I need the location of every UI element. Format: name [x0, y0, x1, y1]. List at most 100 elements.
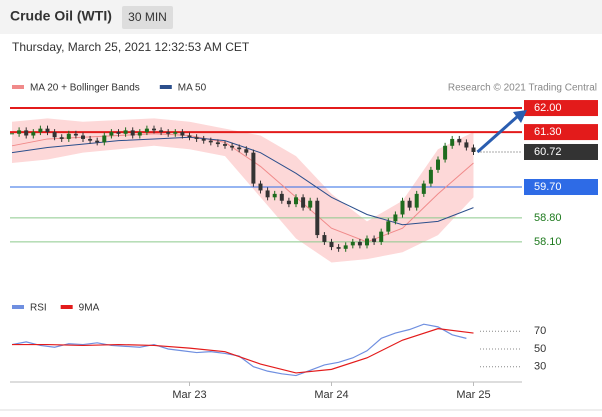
candle	[428, 169, 433, 184]
candle	[350, 241, 355, 246]
candle	[471, 147, 476, 152]
candle	[52, 132, 57, 138]
candle	[315, 200, 320, 236]
y-tick-label: 30	[534, 361, 546, 373]
candle	[102, 135, 107, 143]
candle	[386, 221, 391, 232]
level-label: 58.10	[534, 236, 562, 248]
candle	[88, 138, 93, 141]
candle	[187, 135, 192, 138]
candle	[109, 132, 114, 136]
candle	[365, 238, 369, 246]
candle	[180, 132, 185, 136]
candle	[45, 128, 50, 133]
candle	[400, 200, 405, 215]
legend-swatch	[159, 85, 172, 89]
candle	[81, 135, 85, 139]
candle	[301, 197, 306, 208]
candle	[336, 247, 341, 249]
level-box	[524, 100, 598, 117]
x-tick-label: Mar 24	[314, 389, 348, 401]
timeframe[interactable]: 30 MIN	[128, 10, 167, 24]
y-tick-label: 70	[534, 325, 546, 337]
candle	[421, 183, 426, 194]
title: Crude Oil (WTI)	[10, 8, 112, 24]
bollinger-band	[12, 118, 474, 263]
candle	[464, 142, 469, 148]
level-label: 61.30	[534, 126, 562, 138]
legend-label: MA 20 + Bollinger Bands	[30, 83, 140, 94]
legend-label: MA 50	[178, 83, 207, 94]
candle	[450, 138, 455, 146]
current-box	[524, 143, 598, 160]
candle	[414, 193, 419, 208]
legend-label: RSI	[30, 303, 47, 314]
level-box	[524, 179, 598, 196]
candle	[130, 130, 135, 136]
candle	[343, 245, 348, 249]
candle	[251, 152, 256, 184]
candle	[194, 137, 199, 139]
candle	[457, 138, 462, 143]
level-label: 62.00	[534, 102, 562, 114]
candle	[95, 140, 100, 143]
level-label: 59.70	[534, 181, 562, 193]
candle	[201, 138, 206, 141]
candle	[38, 128, 43, 133]
ma-line	[11, 136, 474, 226]
candle	[208, 140, 213, 143]
candle	[24, 130, 29, 136]
candle	[443, 145, 448, 160]
candle	[59, 137, 64, 139]
candle	[116, 132, 121, 134]
candle	[166, 132, 171, 134]
candle	[215, 142, 220, 145]
candle	[322, 235, 327, 242]
candle	[31, 132, 36, 136]
y-tick-label: 50	[534, 343, 546, 355]
arrow-head	[513, 110, 527, 123]
current-label: 60.72	[534, 146, 562, 158]
candle	[407, 200, 412, 208]
x-tick-label: Mar 25	[456, 389, 490, 401]
legend-swatch	[60, 305, 73, 309]
legend-swatch	[12, 85, 24, 89]
candle	[237, 147, 242, 150]
ma-line	[11, 133, 474, 243]
legend-label: 9MA	[79, 303, 100, 314]
candle	[17, 130, 22, 134]
candle	[436, 159, 440, 170]
candle	[73, 133, 78, 136]
candle	[144, 128, 149, 133]
credit: Research © 2021 Trading Central	[448, 83, 597, 94]
rsi-line	[11, 323, 467, 377]
candle	[159, 130, 164, 133]
timestamp: Thursday, March 25, 2021 12:32:53 AM CET	[12, 40, 250, 54]
header-bar	[0, 0, 602, 34]
candle	[265, 190, 270, 198]
timeframe-button[interactable]	[122, 6, 173, 29]
legend-swatch	[12, 305, 24, 309]
candle	[173, 132, 178, 134]
candle	[230, 145, 235, 148]
candle	[308, 200, 313, 208]
level-label: 58.80	[534, 212, 562, 224]
candle	[272, 193, 277, 198]
candle	[379, 231, 384, 242]
candle	[286, 200, 291, 205]
candle	[393, 214, 398, 222]
candle	[152, 128, 156, 131]
candle	[372, 238, 377, 242]
candle	[223, 144, 227, 146]
rsi-line	[12, 328, 474, 374]
candle	[294, 197, 298, 205]
candle	[279, 193, 284, 201]
candle	[66, 133, 71, 139]
candle	[357, 241, 362, 246]
level-box	[524, 124, 598, 141]
candle	[244, 149, 249, 153]
candle	[137, 132, 142, 136]
forecast-arrow	[476, 114, 519, 154]
candle	[123, 130, 128, 134]
